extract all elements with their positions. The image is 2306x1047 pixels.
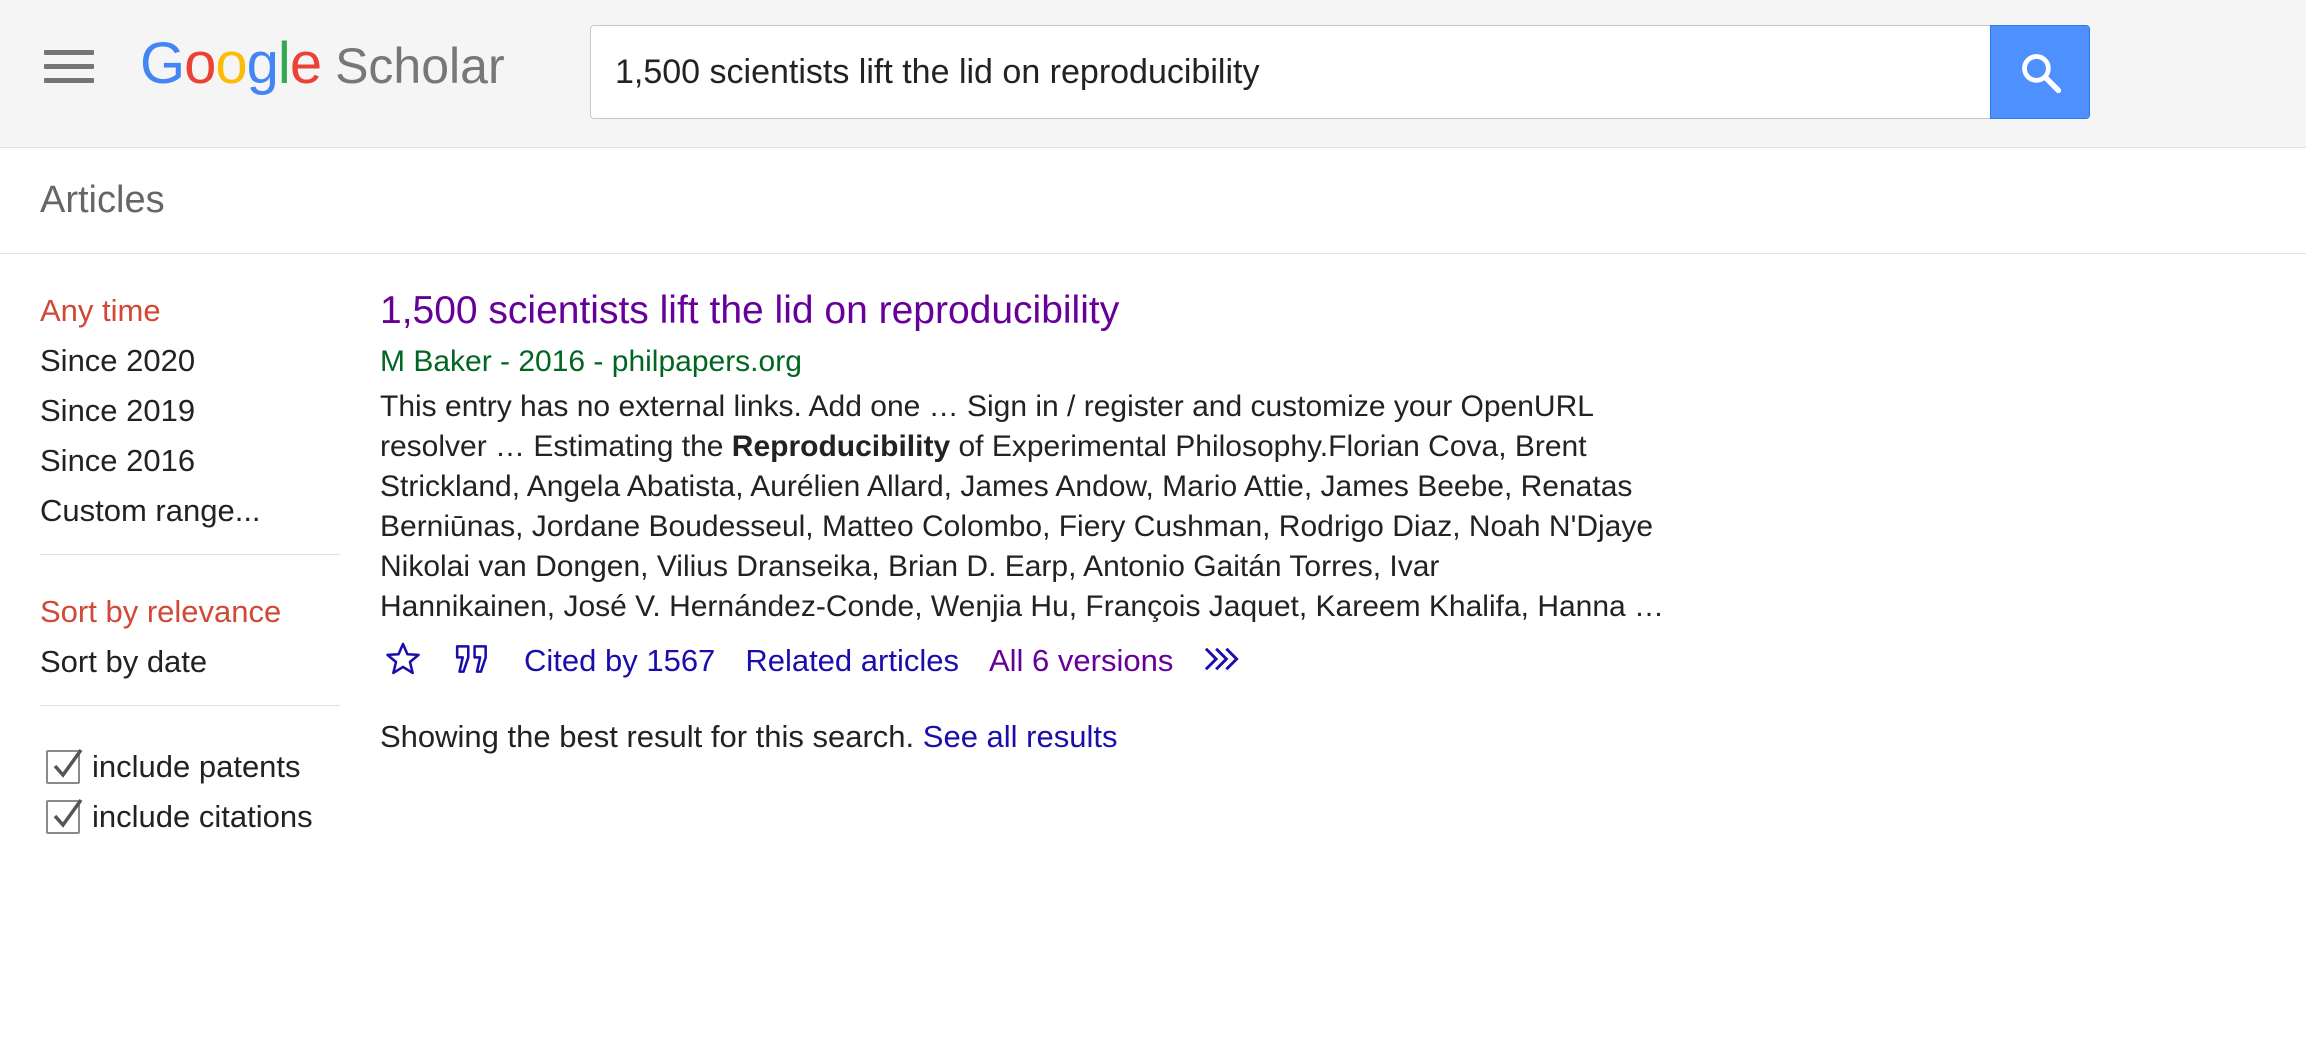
- logo-letter: g: [246, 31, 279, 96]
- logo-letter: G: [140, 31, 185, 96]
- checkmark-icon: [53, 748, 83, 778]
- sort-by-date[interactable]: Sort by date: [40, 644, 208, 679]
- related-articles-link[interactable]: Related articles: [745, 643, 959, 678]
- best-result-text: Showing the best result for this search.: [380, 719, 923, 754]
- include-citations-checkbox[interactable]: include citations: [40, 792, 340, 842]
- snippet-highlight: Reproducibility: [731, 430, 951, 463]
- menu-icon[interactable]: [36, 44, 96, 92]
- snippet-text: Strickland, Angela Abatista, Aurélien Al…: [380, 470, 1633, 503]
- sidebar-divider: [40, 554, 340, 555]
- see-all-results-link[interactable]: See all results: [922, 719, 1118, 754]
- time-filter-custom-range[interactable]: Custom range...: [40, 493, 261, 528]
- snippet-line: Strickland, Angela Abatista, Aurélien Al…: [380, 467, 1800, 507]
- search-result: 1,500 scientists lift the lid on reprodu…: [380, 285, 1800, 755]
- checkbox-label: include citations: [92, 799, 313, 834]
- search-box: [590, 25, 1990, 119]
- result-actions: Cited by 1567 Related articles All 6 ver…: [380, 633, 1800, 689]
- result-meta: M Baker - 2016 - philpapers.org: [380, 345, 802, 378]
- section-label: Articles: [40, 179, 165, 221]
- snippet-text: resolver … Estimating the: [380, 430, 732, 463]
- snippet-text: Hannikainen, José V. Hernández-Conde, We…: [380, 590, 1665, 623]
- star-icon[interactable]: [384, 640, 422, 683]
- snippet-line: Berniūnas, Jordane Boudesseul, Matteo Co…: [380, 507, 1800, 547]
- time-filter-any-time[interactable]: Any time: [40, 293, 161, 328]
- snippet-text: This entry has no external links. Add on…: [380, 390, 1594, 423]
- all-versions-link[interactable]: All 6 versions: [988, 643, 1174, 678]
- snippet-line: This entry has no external links. Add on…: [380, 387, 1800, 427]
- checkbox[interactable]: [46, 798, 83, 834]
- logo-letter: o: [184, 31, 216, 96]
- snippet-line: Nikolai van Dongen, Vilius Dranseika, Br…: [380, 547, 1800, 587]
- best-result-note: Showing the best result for this search.…: [380, 719, 1800, 755]
- logo-product: Scholar: [335, 38, 505, 94]
- result-snippet: This entry has no external links. Add on…: [380, 387, 1800, 627]
- snippet-text: Nikolai van Dongen, Vilius Dranseika, Br…: [380, 550, 1440, 583]
- sort-by-relevance[interactable]: Sort by relevance: [40, 594, 282, 629]
- logo-letter: l: [277, 31, 291, 96]
- checkbox-label: include patents: [92, 749, 301, 784]
- checkbox[interactable]: [46, 748, 83, 784]
- sidebar-divider: [40, 705, 340, 706]
- snippet-text: of Experimental Philosophy.Florian Cova,…: [950, 430, 1587, 463]
- header: Google Scholar: [0, 0, 2306, 148]
- time-filter-since-2020[interactable]: Since 2020: [40, 343, 196, 378]
- snippet-line: Hannikainen, José V. Hernández-Conde, We…: [380, 587, 1800, 627]
- time-filter-since-2016[interactable]: Since 2016: [40, 443, 196, 478]
- cited-by-link[interactable]: Cited by 1567: [524, 643, 716, 678]
- sidebar: Any time Since 2020 Since 2019 Since 201…: [40, 290, 340, 842]
- quote-icon[interactable]: [454, 643, 492, 680]
- google-scholar-logo[interactable]: Google Scholar: [140, 30, 505, 100]
- section-bar: Articles: [0, 149, 2306, 254]
- snippet-text: Berniūnas, Jordane Boudesseul, Matteo Co…: [380, 510, 1654, 543]
- search-button[interactable]: [1990, 25, 2090, 119]
- include-patents-checkbox[interactable]: include patents: [40, 742, 340, 792]
- checkmark-icon: [53, 798, 83, 828]
- search-input[interactable]: [613, 26, 1973, 118]
- double-chevron-icon[interactable]: [1203, 644, 1241, 679]
- result-title-link[interactable]: 1,500 scientists lift the lid on reprodu…: [380, 289, 1120, 332]
- logo-letter: o: [215, 31, 247, 96]
- time-filter-since-2019[interactable]: Since 2019: [40, 393, 196, 428]
- logo-google: Google: [140, 30, 322, 97]
- search-icon: [2022, 54, 2062, 94]
- logo-letter: e: [289, 31, 322, 96]
- snippet-line: resolver … Estimating the Reproducibilit…: [380, 427, 1800, 467]
